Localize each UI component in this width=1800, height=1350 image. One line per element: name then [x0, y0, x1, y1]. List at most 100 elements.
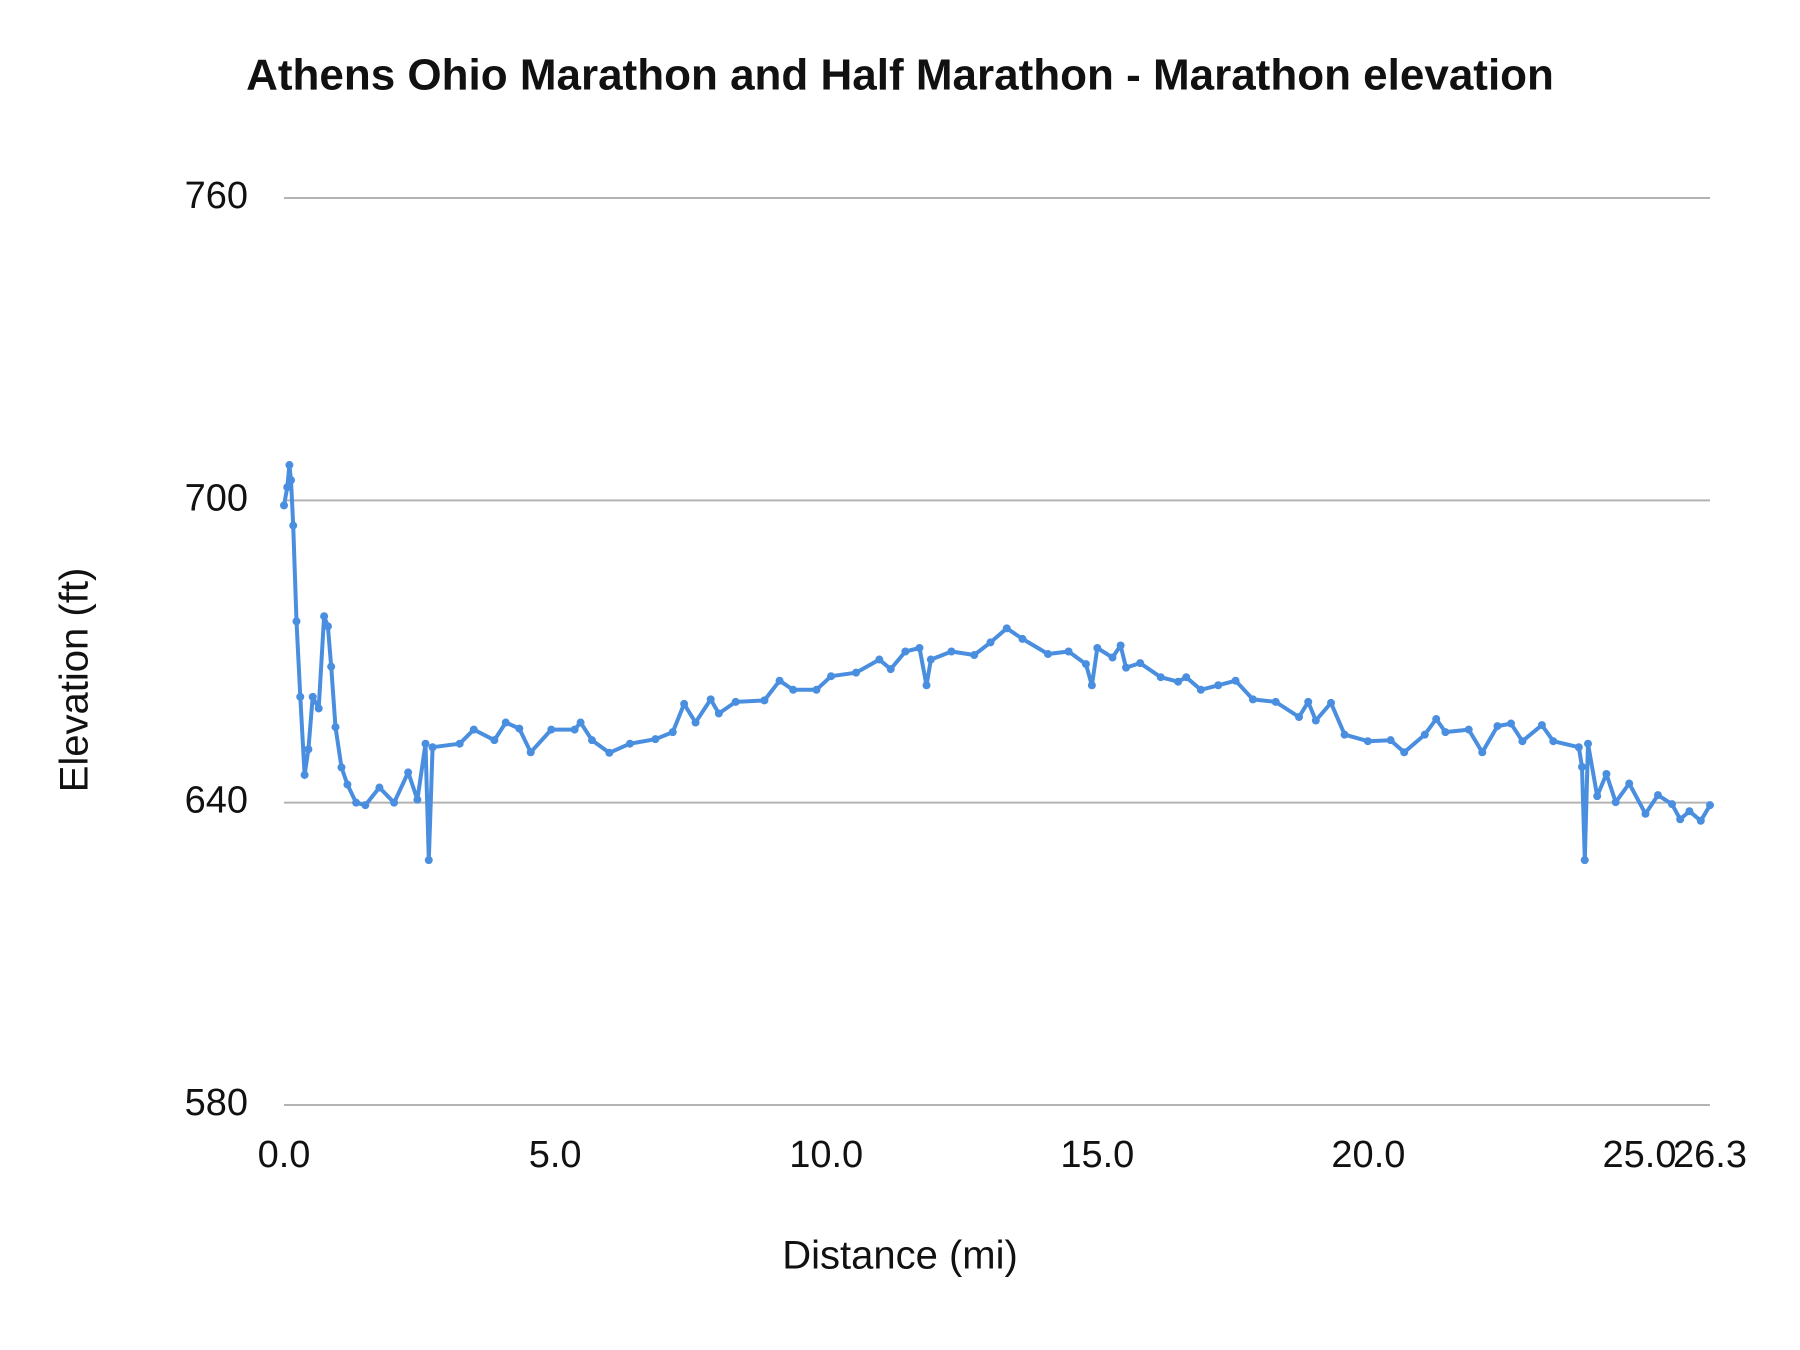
- point: [1043, 650, 1052, 659]
- point: [404, 768, 413, 777]
- point: [1108, 653, 1117, 662]
- point: [490, 736, 499, 745]
- point: [526, 748, 535, 757]
- point: [1002, 624, 1011, 633]
- point: [390, 798, 399, 807]
- point: [1087, 681, 1096, 690]
- point: [547, 725, 556, 734]
- point: [731, 697, 740, 706]
- line: [282, 463, 1712, 863]
- point: [651, 735, 660, 744]
- point: [1611, 798, 1620, 807]
- point: [1093, 643, 1102, 652]
- point: [1122, 663, 1131, 672]
- point: [625, 739, 634, 748]
- point: [289, 521, 298, 530]
- point: [1156, 673, 1165, 682]
- point: [915, 643, 924, 652]
- point: [1295, 713, 1304, 722]
- point: [901, 647, 910, 656]
- point: [1578, 762, 1587, 771]
- point: [1311, 716, 1320, 725]
- point: [1464, 725, 1473, 734]
- point: [501, 718, 510, 727]
- point: [1400, 748, 1409, 757]
- point: [314, 704, 323, 713]
- point: [789, 685, 798, 694]
- point: [455, 739, 464, 748]
- point: [352, 798, 361, 807]
- point: [947, 647, 956, 656]
- point: [1420, 730, 1429, 739]
- x-tick-label: 15.0: [1060, 1134, 1134, 1176]
- point: [1136, 659, 1145, 668]
- point: [1676, 815, 1685, 824]
- x-tick-label: 26.3: [1673, 1134, 1747, 1176]
- point: [1685, 807, 1694, 816]
- point: [285, 461, 294, 470]
- point: [287, 476, 296, 485]
- y-axis-label: Elevation (ft): [53, 568, 97, 793]
- point: [308, 692, 317, 701]
- point: [515, 724, 524, 733]
- point: [327, 662, 336, 671]
- point: [986, 638, 995, 647]
- point: [1507, 719, 1516, 728]
- point: [1231, 676, 1240, 685]
- point: [775, 676, 784, 685]
- point: [283, 483, 292, 492]
- point: [680, 699, 689, 708]
- point: [361, 801, 370, 810]
- point: [760, 696, 769, 705]
- point: [331, 723, 340, 732]
- point: [1668, 800, 1677, 809]
- point: [469, 725, 478, 734]
- point: [1574, 743, 1583, 752]
- point: [1602, 769, 1611, 778]
- chart-title: Athens Ohio Marathon and Half Marathon -…: [246, 51, 1554, 100]
- point: [576, 718, 585, 727]
- point: [1304, 697, 1313, 706]
- point: [1580, 856, 1589, 865]
- point: [886, 665, 895, 674]
- point: [1174, 677, 1183, 686]
- point: [1441, 728, 1450, 737]
- point: [1696, 816, 1705, 825]
- point: [852, 668, 861, 677]
- point: [1116, 641, 1125, 650]
- point: [1081, 660, 1090, 669]
- point: [1182, 673, 1191, 682]
- point: [706, 695, 715, 704]
- x-tick-label: 0.0: [258, 1134, 311, 1176]
- point: [691, 718, 700, 727]
- point: [926, 655, 935, 664]
- point: [812, 685, 821, 694]
- point: [1340, 730, 1349, 739]
- point: [875, 655, 884, 664]
- point: [1363, 737, 1372, 746]
- point: [343, 780, 352, 789]
- point: [1641, 809, 1650, 818]
- x-tick-label: 25.0: [1603, 1134, 1677, 1176]
- y-tick-label: 640: [185, 780, 248, 822]
- point: [922, 681, 931, 690]
- y-tick-label: 700: [185, 477, 248, 519]
- point: [970, 651, 979, 660]
- point: [296, 692, 305, 701]
- x-axis-label: Distance (mi): [782, 1234, 1018, 1278]
- point: [714, 709, 723, 718]
- point: [587, 736, 596, 745]
- point: [1326, 698, 1335, 707]
- point: [1537, 721, 1546, 730]
- x-tick-label: 5.0: [529, 1134, 582, 1176]
- point: [1018, 634, 1027, 643]
- point: [424, 856, 433, 865]
- point: [827, 672, 836, 681]
- point: [668, 728, 677, 737]
- point: [1478, 748, 1487, 757]
- point: [375, 783, 384, 792]
- point: [1549, 737, 1558, 746]
- point: [1518, 737, 1527, 746]
- point: [300, 770, 309, 779]
